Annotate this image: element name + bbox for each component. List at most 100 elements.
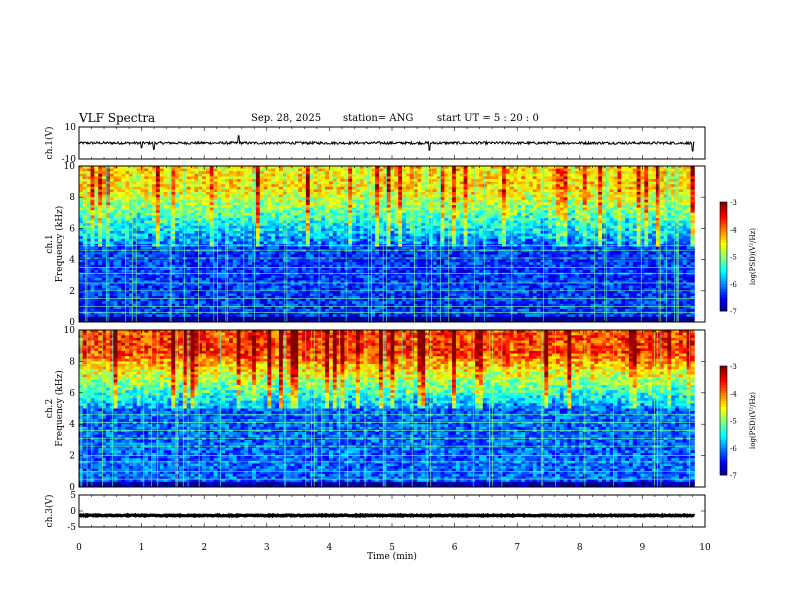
spectrogram-cell	[113, 192, 118, 195]
spectrogram-cell	[363, 311, 368, 315]
spectrogram-cell	[375, 262, 380, 266]
spectrogram-cell	[259, 257, 265, 260]
spectrogram-cell	[86, 293, 91, 297]
spectrogram-cell	[109, 319, 115, 323]
spectrogram-cell	[294, 199, 299, 203]
spectrogram-cell	[363, 251, 368, 255]
spectrogram-cell	[163, 171, 168, 175]
spectrogram-cell	[294, 212, 299, 216]
spectrogram-cell	[328, 251, 334, 255]
spectrogram-cell	[90, 207, 95, 211]
spectrogram-cell	[248, 228, 253, 232]
spectrogram-cell	[179, 192, 184, 195]
spectrogram-cell	[221, 241, 226, 245]
spectrogram-cell	[98, 296, 103, 299]
spectrogram-cell	[125, 225, 130, 229]
spectrogram-cell	[382, 210, 388, 214]
spectrogram-cell	[286, 238, 291, 242]
spectrogram-cell	[340, 249, 345, 253]
spectrogram-cell	[152, 192, 157, 195]
spectrogram-cell	[298, 218, 303, 221]
spectrogram-cell	[267, 290, 272, 294]
spectrogram-cell	[375, 215, 380, 219]
spectrogram-cell	[328, 225, 334, 229]
spectrogram-cell	[117, 267, 122, 271]
spectrogram-cell	[259, 319, 265, 323]
spectrogram-cell	[148, 280, 153, 284]
spectrogram-cell	[313, 228, 318, 232]
spectrogram-cell	[309, 210, 315, 214]
spectrogram-cell	[340, 186, 345, 190]
spectrogram-cell	[240, 215, 245, 219]
spectrogram-cell	[371, 257, 376, 260]
spectrogram-cell	[190, 231, 195, 234]
spectrogram-cell	[167, 202, 172, 206]
spectrogram-cell	[152, 277, 157, 281]
spectrogram-cell	[236, 259, 241, 263]
spectrogram-cell	[367, 283, 372, 286]
spectrogram-cell	[205, 233, 211, 237]
spectrogram-cell	[367, 314, 372, 318]
spectrogram-cell	[302, 210, 307, 214]
spectrogram-cell	[305, 259, 311, 263]
spectrogram-cell	[371, 259, 376, 263]
spectrogram-cell	[363, 280, 368, 284]
spectrogram-cell	[336, 225, 341, 229]
spectrogram-cell	[275, 199, 280, 203]
spectrogram-cell	[348, 238, 353, 242]
spectrogram-cell	[236, 171, 241, 175]
spectrogram-cell	[305, 205, 311, 208]
spectrogram-cell	[109, 223, 115, 227]
spectrogram-cell	[371, 238, 376, 242]
spectrogram-cell	[298, 181, 303, 185]
spectrogram-cell	[113, 298, 118, 302]
spectrogram-cell	[213, 251, 218, 255]
spectrogram-cell	[321, 301, 326, 305]
spectrogram-cell	[309, 301, 315, 305]
spectrogram-cell	[240, 220, 245, 224]
spectrogram-cell	[240, 194, 245, 198]
spectrogram-cell	[171, 225, 176, 229]
spectrogram-cell	[186, 231, 191, 234]
spectrogram-cell	[236, 314, 241, 318]
spectrogram-cell	[290, 205, 295, 208]
spectrogram-cell	[390, 210, 395, 214]
spectrogram-cell	[317, 249, 322, 253]
spectrogram-cell	[328, 311, 334, 315]
spectrogram-cell	[163, 259, 168, 263]
spectrogram-cell	[278, 202, 284, 206]
spectrogram-cell	[129, 192, 134, 195]
spectrogram-cell	[117, 189, 122, 193]
spectrogram-cell	[221, 233, 226, 237]
spectrogram-cell	[221, 311, 226, 315]
spectrogram-cell	[94, 176, 99, 180]
spectrogram-cell	[290, 272, 295, 276]
spectrogram-cell	[255, 314, 261, 318]
spectrogram-cell	[294, 202, 299, 206]
spectrogram-cell	[86, 249, 91, 253]
spectrogram-cell	[136, 181, 141, 185]
spectrogram-cell	[375, 283, 380, 286]
spectrogram-cell	[352, 298, 357, 302]
spectrogram-cell	[194, 197, 199, 201]
spectrogram-cell	[298, 277, 303, 281]
spectrogram-cell	[309, 277, 315, 281]
spectrogram-cell	[167, 197, 172, 201]
spectrogram-cell	[367, 288, 372, 292]
spectrogram-cell	[294, 290, 299, 294]
spectrogram-cell	[332, 225, 338, 229]
spectrogram-cell	[321, 223, 326, 227]
spectrogram-cell	[140, 267, 145, 271]
spectrogram-cell	[302, 301, 307, 305]
spectrogram-cell	[267, 171, 272, 175]
spectrogram-cell	[98, 285, 103, 289]
spectrogram-cell	[228, 296, 234, 299]
spectrogram-cell	[236, 236, 241, 240]
spectrogram-cell	[190, 264, 195, 268]
spectrogram-cell	[275, 283, 280, 286]
spectrogram-cell	[155, 189, 161, 193]
spectrogram-cell	[155, 293, 161, 297]
spectrogram-cell	[102, 316, 107, 320]
spectrogram-cell	[159, 215, 165, 219]
spectrogram-cell	[352, 173, 357, 177]
